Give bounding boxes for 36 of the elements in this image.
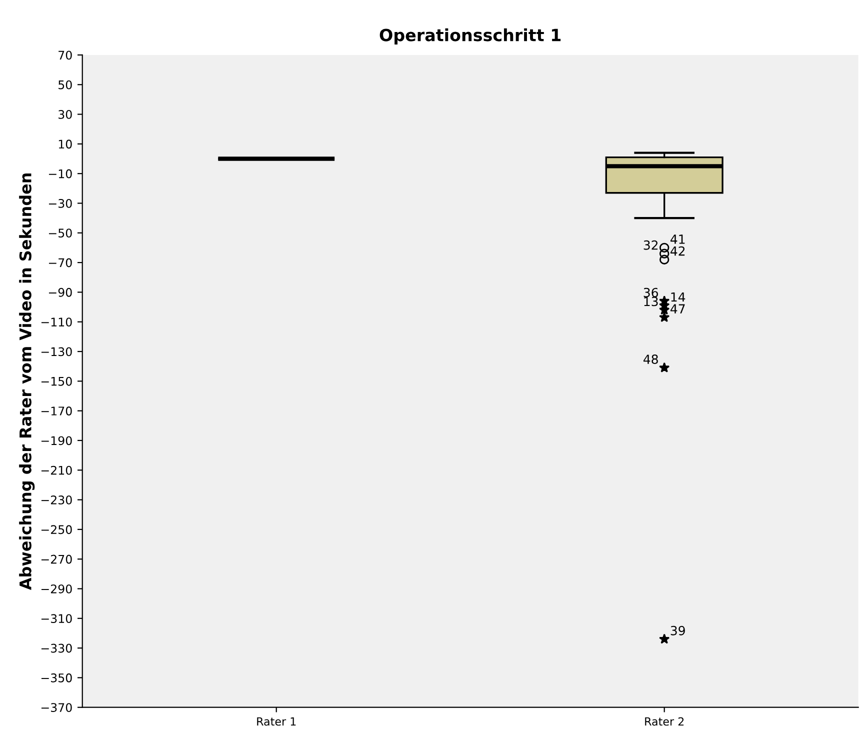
y-tick-label: −190 [41,436,72,446]
annotation: 48 [643,354,658,364]
annotation: 32 [644,240,658,250]
annotation: 36 [644,288,658,298]
y-tick-label: −50 [48,228,72,238]
y-tick-label: −170 [41,406,72,416]
y-tick-label: 10 [58,140,72,149]
y-tick-label: −330 [41,644,72,653]
y-tick-label: −90 [48,288,72,297]
x-tick-label: Rater 2 [645,717,684,726]
y-tick-label: −250 [41,525,72,534]
chart-title: Operationsschritt 1 [380,28,561,45]
y-tick-label: −270 [41,554,72,564]
y-tick-label: 50 [58,80,72,90]
y-tick-label: −290 [41,584,72,594]
y-tick-label: −10 [48,169,72,178]
y-tick-label: −70 [48,258,72,268]
y-tick-label: −310 [41,614,72,624]
y-axis-title: Abweichung der Rater vom Video in Sekunden [19,174,35,590]
annotation: 13 [644,296,658,306]
annotation: 41 [670,234,685,244]
annotation: 14 [671,292,686,302]
annotation: 42 [670,246,685,256]
y-tick-label: 30 [58,110,72,119]
y-tick-label: −30 [48,198,72,208]
annotation: 39 [670,626,685,636]
y-tick-label: 70 [58,50,72,60]
x-tick-label: Rater 1 [257,717,296,726]
y-tick-label: −150 [41,376,72,386]
y-tick-label: −110 [41,318,72,327]
y-tick-label: −210 [41,466,72,475]
y-tick-label: −350 [41,673,72,682]
annotation: 47 [670,304,685,314]
y-tick-label: −130 [41,347,72,356]
y-tick-label: −230 [41,495,72,504]
y-tick-label: −370 [41,703,72,712]
